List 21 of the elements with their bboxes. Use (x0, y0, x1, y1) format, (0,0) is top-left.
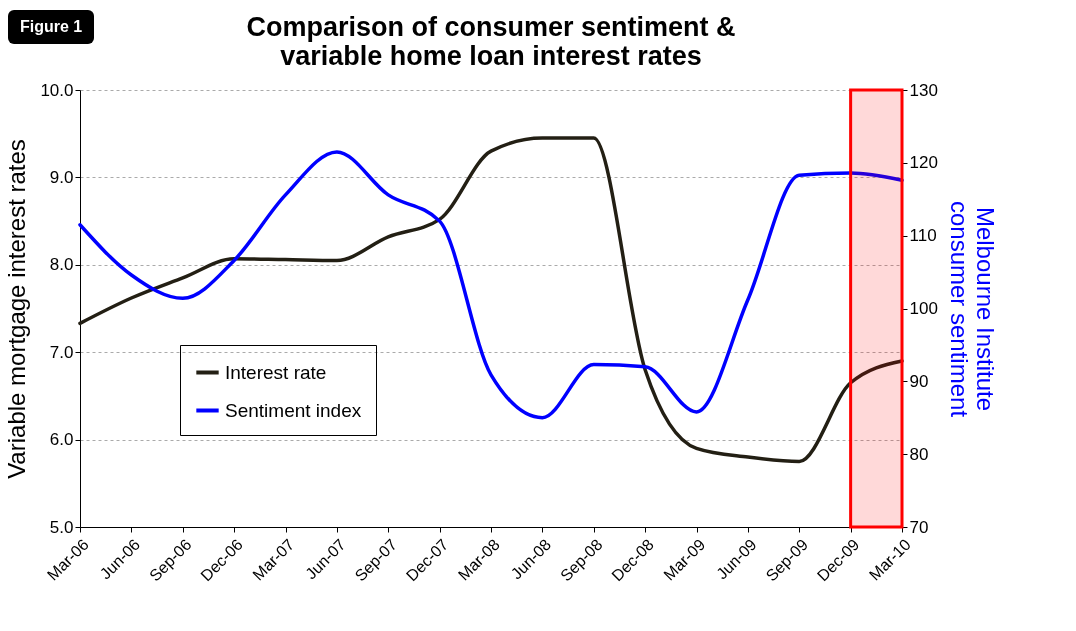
y2-tick-label: 100 (909, 299, 938, 318)
y2-tick-label: 120 (909, 153, 938, 173)
chart-title: Comparison of consumer sentiment & variable home loan interest rates (246, 12, 736, 71)
y2-tick-label: 90 (909, 371, 929, 391)
line-series (78, 150, 904, 420)
legend-label: Sentiment index (225, 399, 362, 421)
y2-tick-label: 80 (909, 444, 929, 464)
y-tick-label: 9.0 (49, 167, 74, 187)
y-tick-label: 10.0 (40, 80, 74, 100)
y2-tick-label: 130 (909, 80, 938, 100)
y-tick-label: 7.0 (49, 342, 74, 362)
line-series (78, 136, 904, 464)
y2-tick-label: 110 (909, 226, 937, 246)
y-axis-title: Variable mortgage interest rates (3, 139, 31, 479)
y-tick-label: 5.0 (49, 517, 74, 537)
y-tick-label: 8.0 (49, 255, 74, 275)
legend-label: Interest rate (225, 361, 327, 383)
y2-axis-title: Melbourne Institute consumer sentiment (945, 200, 999, 418)
y-tick-label: 6.0 (49, 430, 74, 450)
y2-tick-label: 70 (909, 517, 929, 537)
caption: Figure 1 (8, 10, 95, 44)
